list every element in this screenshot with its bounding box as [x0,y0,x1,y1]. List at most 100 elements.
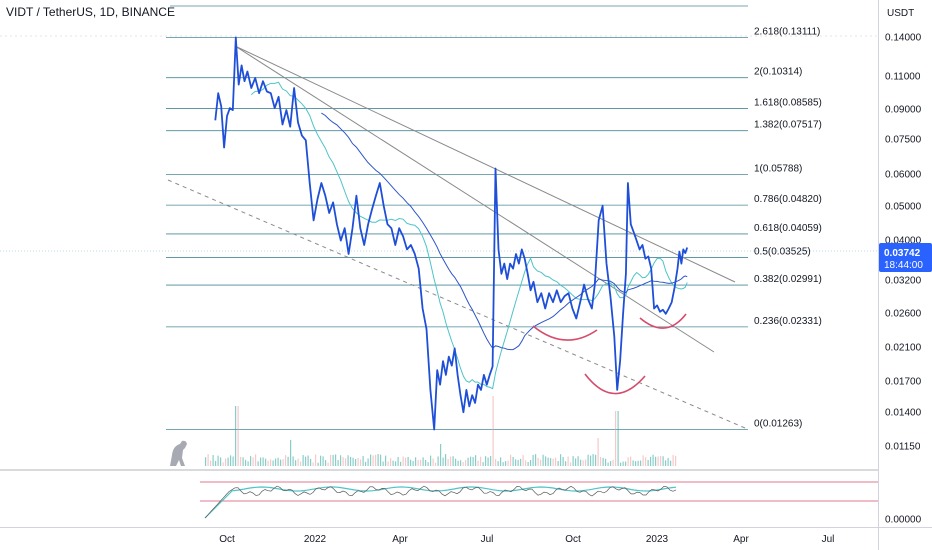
volume-bar [545,456,547,466]
volume-bar [242,457,244,466]
volume-bar [532,454,534,466]
volume-bar [350,456,352,466]
volume-bar [607,462,609,466]
volume-bar [612,459,614,466]
volume-bar [312,462,314,466]
volume-bar [230,455,232,466]
price-tick-label: 0.02100 [885,343,922,354]
top-price-cover [879,30,932,44]
volume-bar [675,455,677,466]
volume-bar [317,462,319,466]
price-tick-label: 0.02600 [885,309,922,320]
volume-bar [250,456,252,466]
volume-bar [355,459,357,466]
dinosaur-shape [170,440,187,466]
fib-label: 1.382(0.07517) [754,120,822,131]
slow-moving-average-line [321,112,688,351]
volume-bar [470,456,472,466]
fib-label: 2(0.10314) [754,67,802,78]
pattern-arcs [532,313,687,395]
volume-bar [255,454,257,466]
volume-bar [447,459,449,466]
volume-bar [540,459,542,466]
volume-bar [635,461,637,466]
volume-bar [390,458,392,466]
volume-bar [360,459,362,466]
volume-bar [232,456,234,466]
volume-bar [307,455,309,466]
volume-bar [357,458,359,466]
volume-bar [252,457,254,466]
volume-bar [575,458,577,466]
volume-bar [367,458,369,466]
volume-bar [502,462,504,466]
volume-bar [547,457,549,466]
time-tick-label: Apr [392,534,408,545]
price-axis[interactable]: USDT 0.14000 0.11000 0.09000 0.07500 0.06000 0… [878,0,922,550]
volume-bar [630,456,632,466]
crosshair-price-label: 0.14000 [885,33,922,44]
fib-label: 0.786(0.04820) [754,194,822,205]
volume-bar [672,455,674,466]
price-tick-label: 0.01150 [885,442,921,453]
price-tick-label: 0.06000 [885,170,922,181]
volume-bar [670,460,672,466]
price-tick-label: 0.00000 [885,515,922,526]
dashed-support-line [167,179,746,429]
volume-bar [522,455,524,466]
volume-bar [225,458,227,466]
volume-bar [207,454,209,466]
volume-bar [505,461,507,466]
volume-bar [212,455,214,466]
volume-bar [487,457,489,466]
volume-bar [642,455,644,466]
volume-bar [237,406,239,466]
volume-bar [277,457,279,466]
volume-bar [562,457,564,466]
volume-bar [500,457,502,466]
time-tick-label: Oct [219,534,235,545]
volume-bar [387,461,389,466]
upper-trendline [234,45,736,283]
volume-bar [530,459,532,466]
trendlines [167,45,746,429]
volume-bar [402,456,404,466]
volume-bar [315,454,317,466]
fib-label: 0.618(0.04059) [754,223,822,234]
volume-bar [297,458,299,466]
volume-bar [427,462,429,466]
volume-bar [552,458,554,466]
volume-bar [455,458,457,466]
volume-bar [535,454,537,466]
volume-bar [590,455,592,466]
volume-bar [325,460,327,466]
volume-bar [385,455,387,466]
fib-label: 0.236(0.02331) [754,316,822,327]
time-tick-label: Oct [565,534,581,545]
volume-bar [525,460,527,466]
volume-bar [375,454,377,466]
time-tick-label: 2023 [646,534,669,545]
volume-bar [492,396,494,466]
volume-bar [587,454,589,466]
volume-bar [615,411,617,466]
price-series [214,36,689,431]
price-axis-unit: USDT [887,8,914,19]
volume-bar [542,454,544,466]
volume-bar [335,454,337,466]
price-tick-label: 0.04000 [885,236,922,247]
volume-bar [347,455,349,466]
volume-bar [475,455,477,466]
volume-bar [372,455,374,466]
volume-bar [422,457,424,466]
volume-bar [392,460,394,466]
time-axis[interactable]: Oct 2022 Apr Jul Oct 2023 Apr Jul [0,527,932,546]
time-tick-label: Jul [822,534,835,545]
volume-bar [320,455,322,466]
volume-bar [227,457,229,466]
volume-bar [580,459,582,466]
volume-bar [510,454,512,466]
volume-bar [220,457,222,466]
volume-bar [480,456,482,466]
